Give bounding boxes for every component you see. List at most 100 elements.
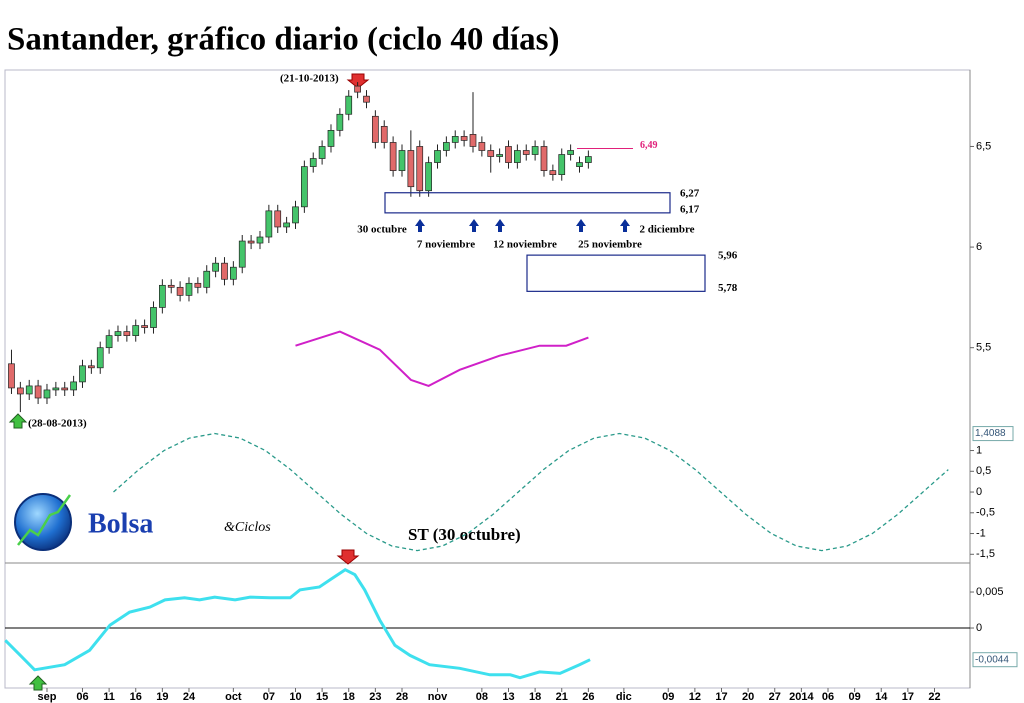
- zone-label: 6,17: [680, 203, 700, 215]
- candle-body: [425, 162, 432, 192]
- candle-body: [167, 284, 175, 288]
- y-tick-label: 6: [976, 241, 982, 253]
- cycle-date: 12 noviembre: [493, 239, 557, 251]
- logo-globe: [14, 493, 72, 551]
- x-tick-label: 12: [689, 691, 701, 703]
- last-marker-box: [972, 652, 1018, 668]
- zone-label: 5,96: [718, 250, 738, 262]
- logo-name: Bolsa: [88, 508, 153, 539]
- candle-body: [522, 150, 530, 155]
- x-tick-label: 27: [769, 691, 781, 703]
- indicator-title: ST (30 octubre): [408, 525, 521, 544]
- candle-body: [407, 150, 415, 188]
- candle-body: [345, 95, 353, 115]
- x-tick-label: 26: [582, 691, 594, 703]
- candle-body: [230, 266, 237, 280]
- candle-body: [389, 142, 397, 171]
- date-label: (21-10-2013): [280, 73, 339, 85]
- candle-body: [17, 387, 24, 395]
- cycle-date: 25 noviembre: [578, 239, 642, 251]
- overlay-line: [295, 330, 589, 387]
- candle-body: [88, 365, 95, 369]
- x-tick-label: 07: [263, 691, 275, 703]
- x-tick-label: 24: [183, 691, 196, 703]
- x-tick-label: 22: [928, 691, 940, 703]
- candle-body: [212, 262, 219, 272]
- y2-tick-label: 0: [976, 486, 982, 498]
- candle-body: [8, 363, 15, 389]
- top-arrow: [336, 549, 360, 565]
- candle-body: [34, 385, 42, 399]
- candle-body: [247, 240, 255, 244]
- candle-body: [283, 222, 290, 228]
- x-tick-label: 09: [662, 691, 674, 703]
- candle-body: [585, 156, 592, 163]
- candle-body: [487, 150, 495, 157]
- cycle-date: 30 octubre: [357, 224, 407, 236]
- y-tick-label: 6,5: [976, 140, 991, 152]
- candle-body: [132, 325, 140, 336]
- x-tick-label: 11: [103, 691, 115, 703]
- target-zone: [526, 254, 706, 292]
- candle-body: [318, 146, 326, 159]
- target-zone: [384, 192, 671, 214]
- logo: Bolsa &Ciclos: [14, 493, 271, 551]
- candle-body: [43, 389, 51, 399]
- candle-body: [185, 282, 193, 296]
- candle-body: [398, 150, 406, 171]
- cycle-line: [113, 432, 949, 552]
- candle-body: [238, 240, 246, 268]
- date-label: (28-08-2013): [28, 418, 87, 430]
- candle-body: [309, 158, 317, 167]
- candle-body: [203, 270, 211, 288]
- x-tick-label: 08: [476, 691, 488, 703]
- x-tick-label: 14: [875, 691, 888, 703]
- candle-body: [79, 365, 86, 383]
- y2-tick-label: -0,5: [976, 507, 995, 519]
- cycle-arrow: [469, 219, 479, 232]
- candle-body: [567, 150, 574, 155]
- x-tick-label: 06: [76, 691, 88, 703]
- candle-body: [549, 170, 557, 175]
- candle-body: [416, 146, 424, 192]
- x-tick-label: 10: [289, 691, 301, 703]
- candle-body: [531, 146, 539, 155]
- candle-body: [505, 146, 512, 163]
- candle-body: [576, 162, 583, 167]
- x-tick-label: 09: [848, 691, 860, 703]
- candle-body: [469, 134, 477, 147]
- candle-body: [301, 166, 308, 208]
- x-tick-label: sep: [37, 691, 56, 703]
- candle-body: [434, 150, 441, 163]
- candle-body: [443, 142, 450, 151]
- candle-body: [61, 387, 69, 391]
- cycle-arrow: [576, 219, 586, 232]
- zone-label: 5,78: [718, 282, 738, 294]
- x-tick-label: 2014: [789, 691, 814, 703]
- candle-body: [478, 142, 486, 151]
- bottom-arrow: [28, 675, 48, 691]
- candle-body: [363, 95, 370, 103]
- candle-body: [292, 206, 299, 224]
- cycle-arrow: [415, 219, 425, 232]
- y-tick-label: 0,005: [976, 586, 1004, 598]
- candle-body: [460, 136, 468, 141]
- x-tick-label: 18: [529, 691, 541, 703]
- candle-body: [514, 150, 521, 163]
- candle-body: [336, 113, 344, 131]
- y2-marker-box: [972, 426, 1014, 442]
- candle-body: [96, 347, 104, 369]
- y2-tick-label: -1,5: [976, 548, 995, 560]
- candle-body: [70, 381, 77, 391]
- candle-body: [159, 284, 166, 308]
- x-tick-label: oct: [225, 691, 242, 703]
- cycle-arrow: [495, 219, 505, 232]
- candle-body: [256, 236, 264, 244]
- candle-body: [372, 115, 379, 143]
- x-tick-label: dic: [616, 691, 632, 703]
- candle-body: [176, 286, 184, 296]
- x-tick-label: 17: [902, 691, 914, 703]
- candle-body: [123, 331, 131, 336]
- candle-body: [451, 136, 459, 143]
